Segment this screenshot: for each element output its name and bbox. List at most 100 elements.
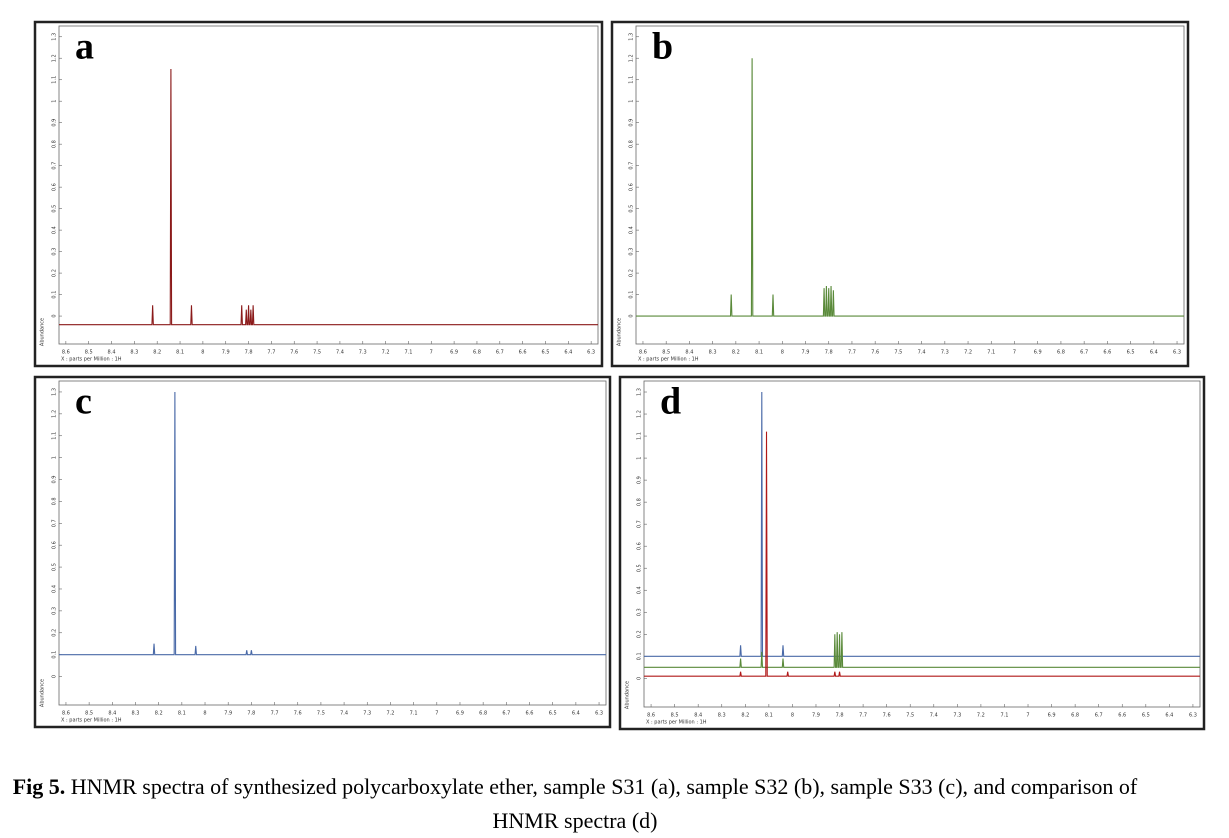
- x-tick-label: 6.7: [496, 350, 504, 356]
- x-tick-label: 6.8: [1057, 350, 1065, 356]
- spectrum-line: [636, 58, 1184, 317]
- y-tick-label: 0.6: [637, 542, 643, 550]
- x-tick-label: 6.8: [473, 350, 481, 356]
- panel-label: b: [652, 26, 673, 68]
- x-tick-label: 6.3: [595, 711, 603, 717]
- y-tick-label: 1.3: [637, 388, 643, 396]
- y-tick-label: 0.5: [637, 564, 643, 572]
- y-tick-label: 0.9: [637, 476, 643, 484]
- y-tick-label: 0.1: [629, 291, 635, 299]
- x-tick-label: 8.1: [755, 350, 763, 356]
- x-tick-label: 6.8: [479, 711, 487, 717]
- y-tick-label: 0.7: [52, 162, 58, 170]
- y-tick-label: 0.9: [52, 476, 58, 484]
- x-tick-label: 7.8: [245, 350, 253, 356]
- x-tick-label: 7.1: [1000, 713, 1008, 719]
- y-tick-label: 0.1: [52, 291, 58, 299]
- x-tick-label: 6.4: [1150, 350, 1158, 356]
- x-tick-label: 6.4: [564, 350, 572, 356]
- y-tick-label: 0.2: [52, 269, 58, 277]
- figure: 0 0.1 0.2 0.3 0.4 0.5 0.6 0.7 0.8 0.9 1 1.1 1.2 1.3 8.…: [33, 20, 1206, 731]
- x-tick-label: 7.3: [953, 713, 961, 719]
- panel-frame: [610, 20, 1190, 368]
- x-tick-label: 6.6: [526, 711, 534, 717]
- y-tick-label: 0: [52, 675, 58, 678]
- y-tick-label: 0.6: [629, 183, 635, 191]
- x-tick-label: 8.3: [709, 350, 717, 356]
- x-tick-label: 7.6: [871, 350, 879, 356]
- y-tick-label: 0.2: [637, 630, 643, 638]
- x-tick-label: 8: [781, 350, 784, 356]
- x-tick-label: 7.8: [247, 711, 255, 717]
- y-tick-label: 1.1: [52, 432, 58, 440]
- y-tick-label: 0: [629, 314, 635, 317]
- spectrum-line: [59, 391, 606, 656]
- x-tick-label: 6.3: [587, 350, 595, 356]
- x-tick-label: 7.7: [267, 350, 275, 356]
- x-tick-label: 8.2: [741, 713, 749, 719]
- x-tick-label: 6.7: [1080, 350, 1088, 356]
- caption: Fig 5. HNMR spectra of synthesized polyc…: [0, 770, 1150, 838]
- x-tick-label: 8.5: [85, 711, 93, 717]
- x-axis-label: X : parts per Million : 1H: [61, 718, 122, 724]
- y-tick-label: 0.9: [629, 119, 635, 127]
- x-tick-label: 8.5: [662, 350, 670, 356]
- y-tick-label: 1.1: [629, 76, 635, 84]
- x-tick-label: 7.1: [404, 350, 412, 356]
- y-tick-label: 0.6: [52, 541, 58, 549]
- x-tick-label: 8.4: [108, 711, 116, 717]
- x-tick-label: 6.9: [456, 711, 464, 717]
- panel-label: c: [75, 381, 92, 423]
- x-tick-label: 8: [203, 711, 206, 717]
- x-tick-label: 7.9: [224, 711, 232, 717]
- x-tick-label: 7.7: [271, 711, 279, 717]
- x-tick-label: 6.6: [1103, 350, 1111, 356]
- x-tick-label: 7: [435, 711, 438, 717]
- x-tick-label: 6.5: [549, 711, 557, 717]
- y-tick-label: 0.4: [629, 226, 635, 234]
- x-tick-label: 6.6: [519, 350, 527, 356]
- x-tick-label: 7.4: [336, 350, 344, 356]
- x-tick-label: 6.4: [1165, 713, 1173, 719]
- x-tick-label: 7.2: [386, 711, 394, 717]
- x-tick-label: 7.7: [859, 713, 867, 719]
- x-tick-label: 7.6: [883, 713, 891, 719]
- y-tick-label: 1: [629, 100, 635, 103]
- y-tick-label: 0.2: [629, 269, 635, 277]
- x-tick-label: 7.7: [848, 350, 856, 356]
- y-tick-label: 1: [52, 100, 58, 103]
- x-tick-label: 7.2: [964, 350, 972, 356]
- y-axis-label: Abundance: [625, 681, 631, 709]
- x-tick-label: 7.6: [294, 711, 302, 717]
- panel: 0 0.1 0.2 0.3 0.4 0.5 0.6 0.7 0.8 0.9 1 1.1 1.2 1.3 8.…: [610, 20, 1190, 368]
- x-tick-label: 6.9: [450, 350, 458, 356]
- x-tick-label: 7.9: [222, 350, 230, 356]
- x-tick-label: 8.6: [62, 350, 70, 356]
- plot-frame: [58, 380, 607, 706]
- y-tick-label: 0.4: [52, 585, 58, 593]
- spectrum-line: [59, 68, 598, 326]
- x-tick-label: 8.1: [178, 711, 186, 717]
- x-axis-label: X : parts per Million : 1H: [638, 357, 699, 363]
- x-tick-label: 7.5: [317, 711, 325, 717]
- x-tick-label: 8.3: [718, 713, 726, 719]
- x-tick-label: 6.7: [1095, 713, 1103, 719]
- y-tick-label: 0: [637, 677, 643, 680]
- x-tick-label: 6.5: [541, 350, 549, 356]
- y-tick-label: 0.1: [637, 652, 643, 660]
- x-tick-label: 7.5: [906, 713, 914, 719]
- x-tick-label: 6.9: [1034, 350, 1042, 356]
- x-tick-label: 7.3: [359, 350, 367, 356]
- x-tick-label: 7.3: [941, 350, 949, 356]
- x-tick-label: 6.4: [572, 711, 580, 717]
- panel: 0 0.1 0.2 0.3 0.4 0.5 0.6 0.7 0.8 0.9 1 1.1 1.2 1.3 8.…: [618, 375, 1206, 731]
- x-tick-label: 8.6: [639, 350, 647, 356]
- y-tick-label: 1.2: [52, 410, 58, 418]
- y-tick-label: 0.8: [52, 497, 58, 505]
- y-tick-label: 1.3: [629, 33, 635, 41]
- y-axis-label: Abundance: [617, 318, 623, 346]
- x-tick-label: 6.5: [1142, 713, 1150, 719]
- panel: 0 0.1 0.2 0.3 0.4 0.5 0.6 0.7 0.8 0.9 1 1.1 1.2 1.3 8.…: [33, 20, 604, 368]
- x-tick-label: 6.8: [1071, 713, 1079, 719]
